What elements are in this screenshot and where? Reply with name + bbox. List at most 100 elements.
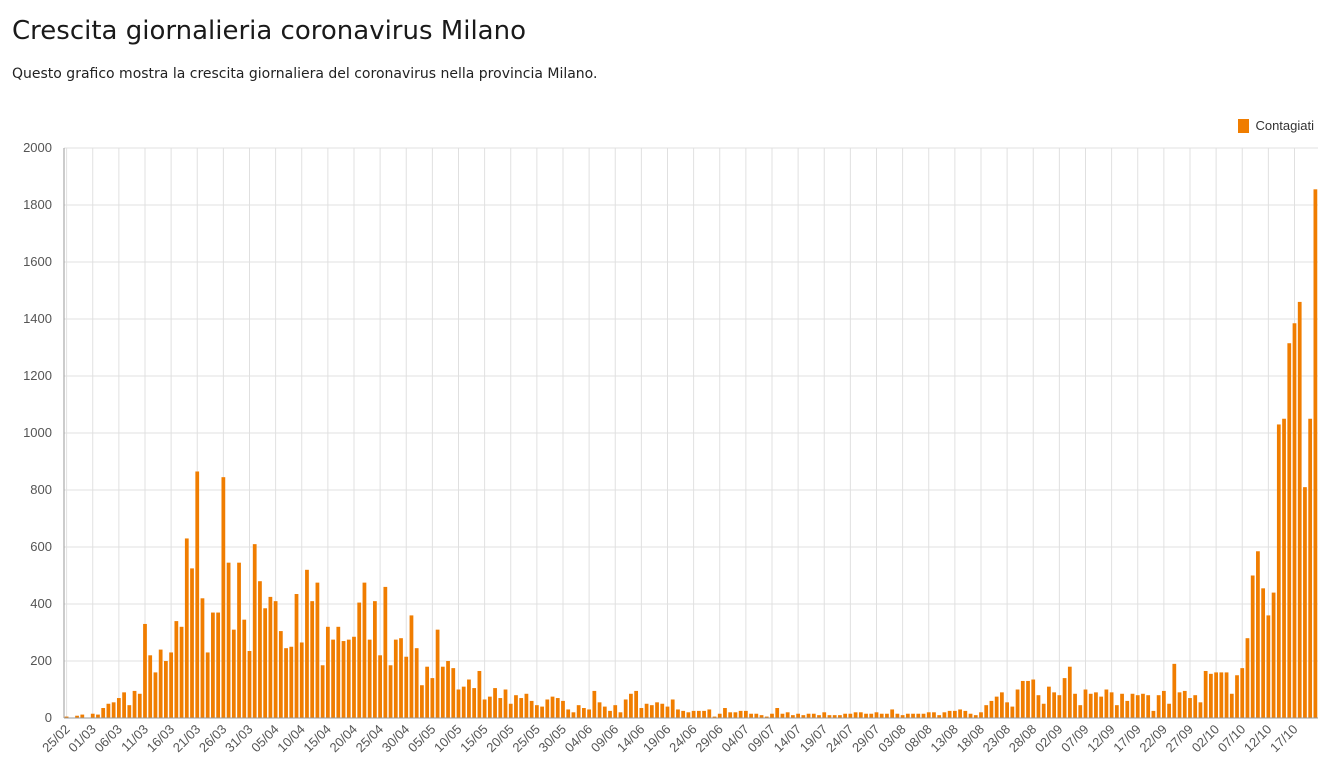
bar (96, 714, 100, 718)
bar (1303, 487, 1307, 718)
bar (305, 569, 309, 718)
bar (1219, 672, 1224, 718)
bar (362, 582, 367, 719)
bar (1041, 703, 1046, 718)
bar (1052, 692, 1057, 718)
bar (759, 715, 764, 718)
bar (937, 715, 942, 718)
bar (252, 544, 257, 718)
x-tick-label: 25/02 (39, 722, 73, 756)
x-tick-label: 05/04 (248, 722, 282, 756)
bar (420, 685, 424, 718)
x-tick-label: 08/08 (901, 722, 935, 756)
bar (205, 652, 210, 718)
legend[interactable]: Contagiati (1238, 118, 1314, 133)
bar (676, 709, 680, 718)
bar (524, 693, 529, 718)
bar (247, 651, 252, 718)
x-tick-label: 09/07 (744, 722, 778, 756)
bar (947, 710, 952, 719)
y-tick-label: 600 (30, 539, 52, 554)
x-tick-label: 07/09 (1058, 722, 1092, 756)
bar (487, 696, 492, 719)
bar (608, 710, 612, 719)
bar (383, 586, 388, 718)
bar (477, 670, 482, 718)
bar (900, 715, 905, 718)
bar (989, 700, 994, 718)
bar (1130, 693, 1135, 718)
x-tick-label: 19/06 (640, 722, 674, 756)
bar (111, 702, 116, 718)
bar (299, 642, 304, 718)
bar (1026, 680, 1030, 718)
bar (174, 621, 179, 718)
bar (555, 698, 560, 718)
bar (587, 709, 591, 718)
x-tick-label: 02/09 (1032, 722, 1066, 756)
x-tick-label: 28/08 (1006, 722, 1040, 756)
bar (702, 710, 706, 719)
bar (1151, 710, 1156, 719)
bar (848, 713, 853, 718)
x-tick-label: 17/10 (1267, 722, 1301, 756)
bar (597, 702, 602, 718)
bar (373, 601, 377, 718)
bar (1078, 705, 1083, 718)
x-tick-label: 11/03 (118, 722, 151, 755)
bar (932, 712, 936, 718)
bar (1193, 695, 1198, 718)
bar (728, 712, 733, 718)
bar (571, 712, 576, 718)
bar (1250, 575, 1255, 718)
bar (153, 672, 158, 718)
bar (1203, 670, 1208, 718)
bar (670, 699, 675, 718)
x-tick-label: 21/03 (170, 722, 204, 756)
x-tick-label: 23/08 (980, 722, 1014, 756)
bar (1245, 638, 1250, 718)
bar (566, 709, 571, 718)
bar (388, 665, 393, 718)
bar (1292, 323, 1297, 718)
bar (1271, 592, 1276, 718)
bar (451, 668, 456, 719)
x-tick-label: 10/04 (274, 722, 308, 756)
bar (534, 705, 539, 718)
bar (785, 712, 790, 718)
bar (984, 705, 989, 718)
bar (655, 702, 659, 718)
bar (770, 713, 774, 718)
bar (179, 626, 184, 718)
bar (545, 699, 550, 718)
bar (184, 538, 189, 718)
bar (90, 713, 95, 718)
bar (1094, 692, 1098, 718)
bar (723, 708, 727, 718)
x-tick-label: 30/05 (535, 722, 569, 756)
bar (1229, 693, 1234, 718)
bar (681, 710, 686, 719)
bar (64, 716, 69, 718)
bar (958, 709, 962, 718)
y-tick-label: 2000 (23, 140, 52, 155)
y-tick-label: 1200 (23, 368, 52, 383)
x-tick-label: 14/06 (614, 722, 648, 756)
bar (440, 666, 445, 718)
bar (968, 713, 973, 718)
bar (116, 698, 121, 718)
x-tick-label: 15/05 (457, 722, 491, 756)
x-tick-label: 31/03 (222, 722, 256, 756)
bar (352, 636, 356, 718)
x-tick-label: 03/08 (875, 722, 909, 756)
bar (289, 646, 294, 718)
bar (1125, 700, 1130, 718)
bar (550, 696, 555, 719)
x-tick-label: 09/06 (588, 722, 622, 756)
bar (294, 594, 299, 718)
bar (1256, 551, 1260, 718)
bar (143, 623, 147, 718)
bar (148, 655, 153, 718)
bar (738, 710, 743, 719)
